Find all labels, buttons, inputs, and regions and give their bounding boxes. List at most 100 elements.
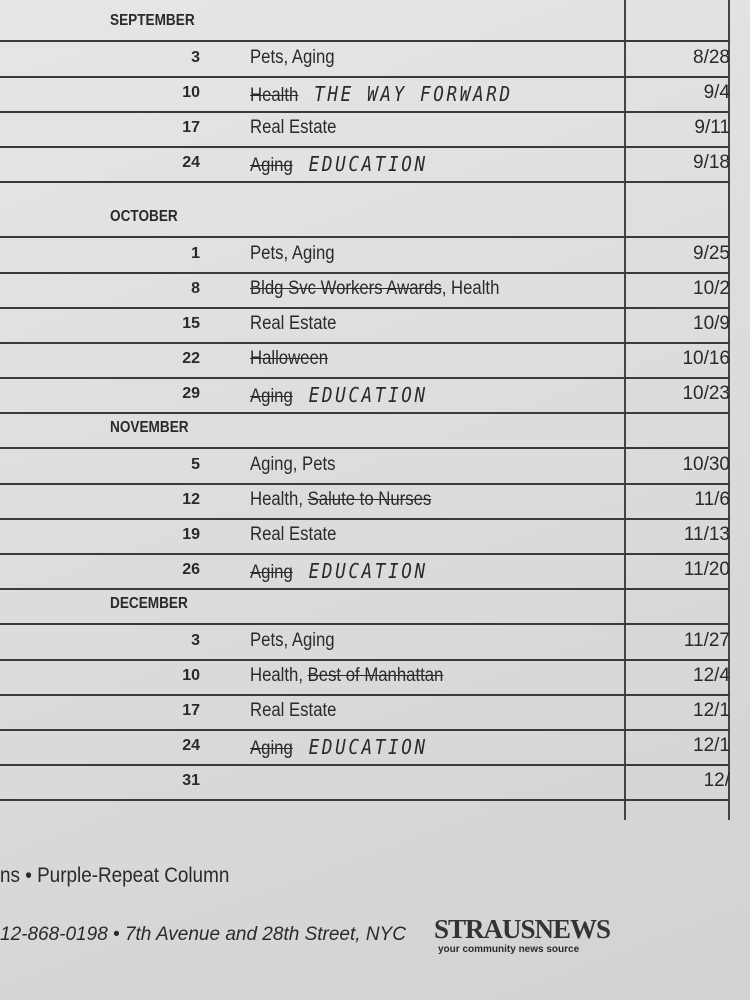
deadline: 11/20: [683, 559, 730, 580]
issue-topic: Real Estate: [250, 117, 336, 139]
topic-plain: Pets, Aging: [250, 243, 335, 264]
deadline: 9/11: [694, 117, 730, 138]
schedule-row: 31 12/: [0, 763, 730, 801]
issue-topic: Aging EDUCATION: [250, 152, 428, 177]
issue-topic: Health, Best of Manhattan: [250, 665, 443, 687]
topic-plain: Pets, Aging: [250, 630, 335, 651]
month-row: OCTOBER: [0, 200, 730, 238]
footer-contact: 12-868-0198 • 7th Avenue and 28th Street…: [0, 924, 406, 945]
topic-struck: Halloween: [250, 348, 329, 369]
issue-day: 24: [182, 154, 200, 171]
schedule-row: 24 Aging EDUCATION 9/18: [0, 145, 730, 183]
topic-hand: EDUCATION: [308, 735, 428, 759]
schedule-row: 17 Real Estate 9/11: [0, 110, 730, 148]
schedule-row: 1 Pets, Aging 9/25: [0, 236, 730, 274]
column-rule: [624, 0, 626, 820]
deadline: 10/16: [682, 348, 730, 369]
issue-day: 19: [182, 526, 200, 543]
deadline: 8/28: [693, 47, 730, 68]
schedule-row: 3 Pets, Aging 8/28: [0, 40, 730, 78]
issue-day: 26: [182, 561, 200, 578]
schedule-row: 19 Real Estate 11/13: [0, 517, 730, 555]
footer-legend: ns • Purple-Repeat Column: [0, 864, 230, 887]
issue-day: 15: [182, 315, 200, 332]
schedule-row: 12 Health, Salute to Nurses 11/6: [0, 482, 730, 520]
schedule-row: 5 Aging, Pets 10/30: [0, 447, 730, 485]
schedule-row: 10 Health THE WAY FORWARD 9/4: [0, 75, 730, 113]
issue-topic: Aging, Pets: [250, 454, 336, 476]
logo-tagline: your community news source: [438, 944, 580, 955]
month-row: SEPTEMBER: [0, 4, 730, 42]
issue-topic: Pets, Aging: [250, 243, 335, 265]
topic-plain: Real Estate: [250, 313, 337, 334]
topic-plain: Pets, Aging: [250, 47, 335, 68]
topic-struck: Bldg Svc Workers Awards: [250, 278, 442, 299]
deadline: 12/1: [693, 735, 730, 756]
topic-plain: , Health: [441, 278, 500, 299]
issue-topic: Aging EDUCATION: [250, 559, 428, 584]
deadline: 10/23: [682, 383, 730, 404]
issue-topic: Bldg Svc Workers Awards, Health: [250, 278, 499, 300]
schedule-row: 24 Aging EDUCATION 12/1: [0, 728, 730, 766]
issue-day: 5: [191, 456, 200, 473]
issue-topic: Aging EDUCATION: [250, 383, 428, 408]
topic-struck: Salute to Nurses: [307, 489, 432, 510]
schedule-row: 10 Health, Best of Manhattan 12/4: [0, 658, 730, 696]
issue-day: 10: [182, 84, 200, 101]
topic-hand: EDUCATION: [308, 383, 428, 407]
issue-topic: Real Estate: [250, 313, 336, 335]
issue-day: 22: [182, 350, 200, 367]
month-row: DECEMBER: [0, 587, 730, 625]
issue-day: 17: [182, 702, 200, 719]
column-rule: [728, 0, 730, 820]
month-name: NOVEMBER: [110, 419, 189, 436]
schedule-row: 8 Bldg Svc Workers Awards, Health 10/2: [0, 271, 730, 309]
issue-day: 3: [191, 49, 200, 66]
topic-plain: Health,: [250, 489, 308, 510]
month-row: NOVEMBER: [0, 411, 730, 449]
issue-topic: Aging EDUCATION: [250, 735, 428, 760]
deadline: 11/6: [694, 489, 730, 510]
issue-day: 17: [182, 119, 200, 136]
month-name: OCTOBER: [110, 208, 178, 225]
deadline: 12/4: [693, 665, 730, 686]
deadline: 9/4: [703, 82, 730, 103]
issue-topic: Health, Salute to Nurses: [250, 489, 431, 511]
logo: STRAUSNEWS: [434, 914, 611, 944]
issue-topic: Health THE WAY FORWARD: [250, 82, 513, 107]
month-name: SEPTEMBER: [110, 12, 195, 29]
deadline: 9/25: [693, 243, 730, 264]
schedule-row: 17 Real Estate 12/1: [0, 693, 730, 731]
topic-plain: Aging, Pets: [250, 454, 336, 475]
topic-plain: Real Estate: [250, 700, 337, 721]
issue-day: 3: [191, 632, 200, 649]
schedule-row: 29 Aging EDUCATION 10/23: [0, 376, 730, 414]
deadline: 10/2: [693, 278, 730, 299]
topic-plain: Health,: [250, 665, 308, 686]
deadline: 11/13: [683, 524, 730, 545]
topic-plain: Real Estate: [250, 524, 337, 545]
topic-hand: THE WAY FORWARD: [314, 82, 513, 106]
deadline: 12/1: [693, 700, 730, 721]
topic-struck: Aging: [250, 155, 293, 176]
issue-topic: Real Estate: [250, 524, 336, 546]
issue-day: 10: [182, 667, 200, 684]
issue-day: 29: [182, 385, 200, 402]
schedule-row: 22 Halloween 10/16: [0, 341, 730, 379]
issue-topic: Real Estate: [250, 700, 336, 722]
issue-topic: Pets, Aging: [250, 630, 335, 652]
deadline: 9/18: [693, 152, 730, 173]
deadline: 10/30: [682, 454, 730, 475]
issue-topic: Halloween: [250, 348, 328, 370]
deadline: 12/: [703, 770, 730, 791]
topic-struck: Best of Manhattan: [307, 665, 444, 686]
issue-topic: Pets, Aging: [250, 47, 335, 69]
deadline: 11/27: [683, 630, 730, 651]
issue-day: 24: [182, 737, 200, 754]
issue-day: 12: [182, 491, 200, 508]
topic-struck: Aging: [250, 562, 293, 583]
issue-day: 8: [191, 280, 200, 297]
topic-plain: Real Estate: [250, 117, 337, 138]
month-name: DECEMBER: [110, 595, 188, 612]
